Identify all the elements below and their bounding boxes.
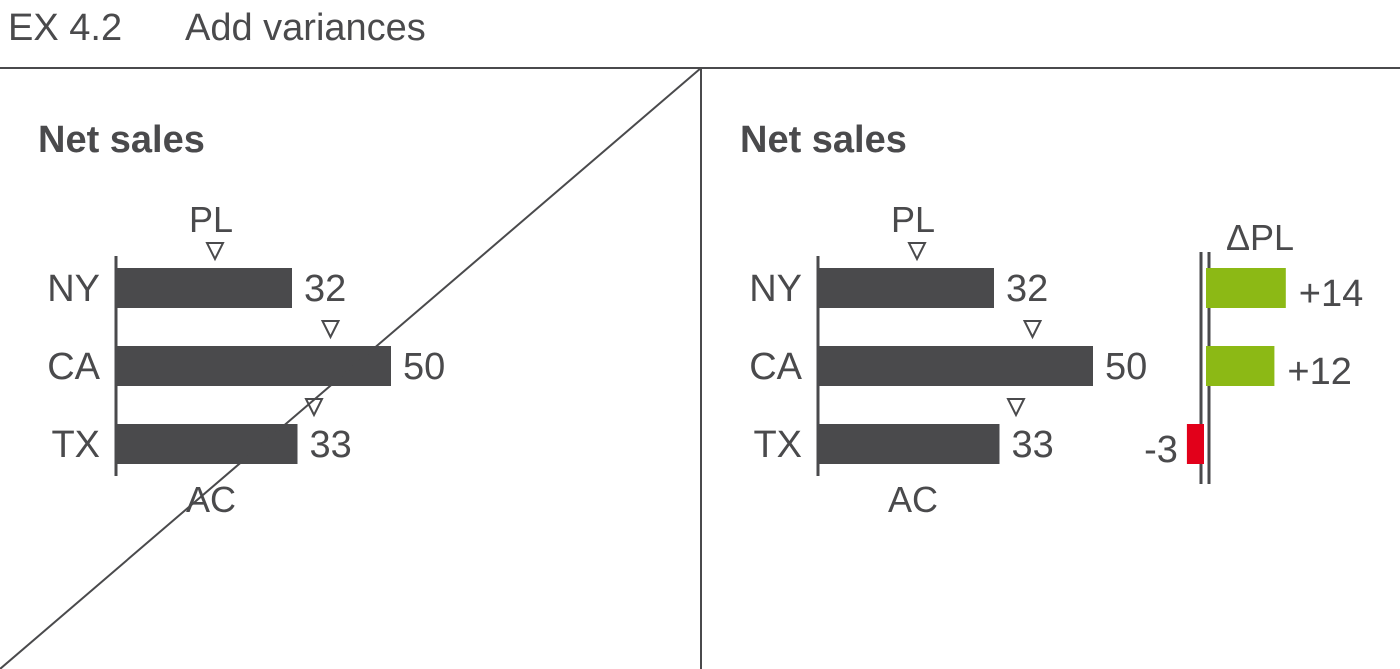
category-label: TX xyxy=(51,424,100,466)
plan-marker xyxy=(205,242,225,262)
actual-value-label: 32 xyxy=(304,268,346,310)
actual-value-label: 33 xyxy=(1012,424,1054,466)
exhibit-title: Add variances xyxy=(185,7,426,49)
chart-title: Net sales xyxy=(740,119,907,161)
category-label: TX xyxy=(753,424,802,466)
variance-bar-positive xyxy=(1206,346,1275,386)
panel-right: Net sales PL AC NY 32 CA 50 TX 33 ΔPL +14 +12 -… xyxy=(740,119,1363,520)
variance-bar-positive xyxy=(1206,268,1286,308)
variance-value-label: +12 xyxy=(1287,351,1351,393)
category-label: NY xyxy=(47,268,100,310)
actual-bar xyxy=(819,424,1000,464)
category-label: CA xyxy=(749,346,802,388)
category-label: NY xyxy=(749,268,802,310)
actual-value-label: 32 xyxy=(1006,268,1048,310)
actual-legend-label: AC xyxy=(888,479,938,520)
strike-through-line xyxy=(0,67,702,669)
actual-value-label: 50 xyxy=(403,346,445,388)
variance-label: ΔPL xyxy=(1226,217,1294,258)
actual-bar xyxy=(819,346,1093,386)
actual-bar xyxy=(819,268,994,308)
plan-marker xyxy=(1022,320,1043,340)
variance-bar-negative xyxy=(1186,424,1204,464)
actual-value-label: 33 xyxy=(310,424,352,466)
plan-legend-label: PL xyxy=(891,199,935,240)
plan-marker xyxy=(320,320,341,340)
chart-title: Net sales xyxy=(38,119,205,161)
plan-marker xyxy=(1006,398,1026,418)
left-bar-plot: NY 32 CA 50 TX 33 xyxy=(47,242,445,476)
actual-value-label: 50 xyxy=(1105,346,1147,388)
actual-legend-label: AC xyxy=(186,479,236,520)
plan-marker xyxy=(907,242,927,262)
right-bar-plot: NY 32 CA 50 TX 33 xyxy=(749,242,1147,476)
plan-marker xyxy=(304,398,324,418)
variance-value-label: -3 xyxy=(1144,429,1178,471)
variance-plot: +14 +12 -3 xyxy=(1144,252,1363,484)
actual-bar xyxy=(117,424,298,464)
variance-value-label: +14 xyxy=(1299,273,1363,315)
actual-bar xyxy=(117,268,292,308)
plan-legend-label: PL xyxy=(189,199,233,240)
category-label: CA xyxy=(47,346,100,388)
actual-bar xyxy=(117,346,391,386)
exhibit-number: EX 4.2 xyxy=(8,7,122,49)
panel-left: Net sales PL AC NY 32 CA 50 TX 33 xyxy=(0,67,702,669)
